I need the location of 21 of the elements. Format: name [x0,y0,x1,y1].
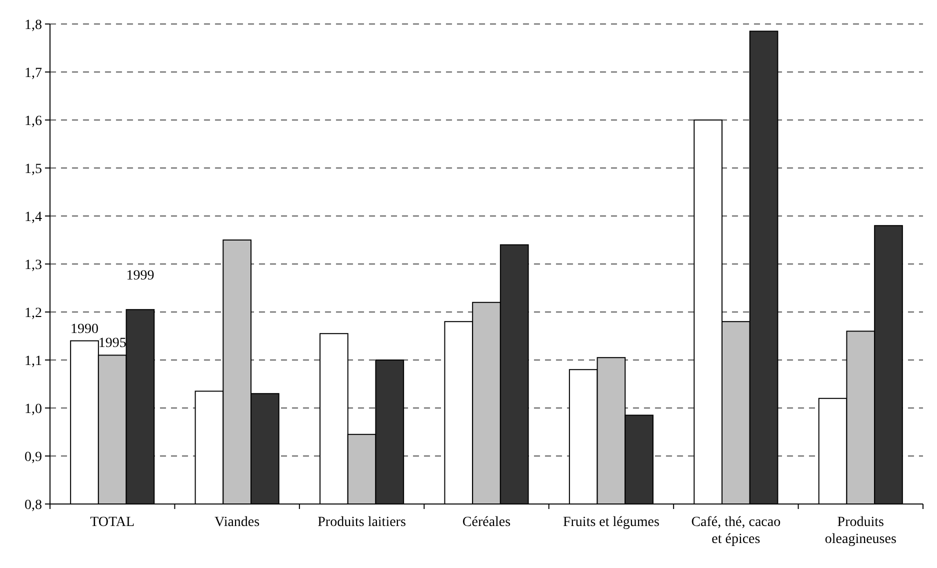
series-label: 1990 [70,322,99,337]
x-tick-label: Produits oleagineuses [824,515,896,547]
y-tick-label: 1,7 [24,66,42,81]
x-tick-label: Viandes [214,515,260,530]
y-tick-label: 1,6 [24,114,42,129]
x-tick-label: TOTAL [90,515,135,530]
y-tick-label: 1,3 [24,258,42,273]
x-tick-label: Fruits et légumes [562,515,660,530]
y-tick-label: 1,8 [24,18,42,33]
y-tick-label: 1,0 [24,402,42,417]
y-tick-label: 0,9 [24,450,42,465]
y-tick-label: 1,4 [24,210,42,225]
x-tick-label: Produits laitiers [318,515,406,530]
x-tick-label: Café, thé, cacao et épices [691,515,781,547]
y-tick-label: 1,2 [24,306,42,321]
y-tick-label: 1,5 [24,162,42,177]
series-label: 1995 [98,336,126,352]
y-tick-label: 0,8 [24,498,42,513]
y-tick-label: 1,1 [24,354,42,369]
series-label: 1999 [126,268,154,284]
x-tick-label: Céréales [462,515,511,530]
